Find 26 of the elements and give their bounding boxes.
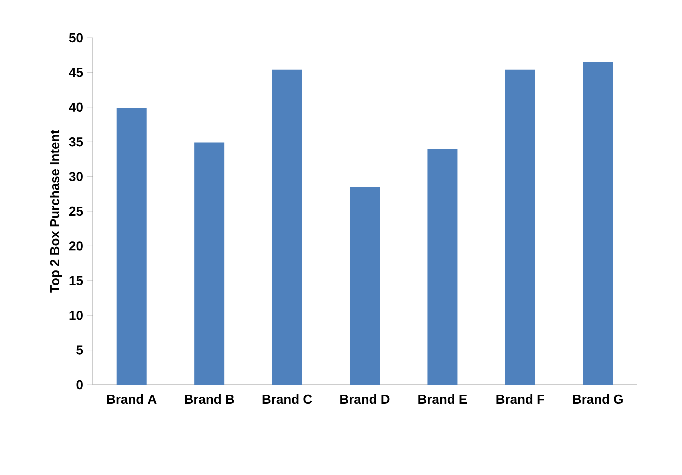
bar: [350, 187, 380, 385]
bar: [194, 142, 225, 385]
bar: [272, 70, 302, 385]
y-tick-label: 25: [69, 206, 84, 216]
x-tick-label: Brand A: [107, 394, 157, 404]
x-tick-label: Brand E: [418, 394, 468, 404]
y-tick-label: 5: [76, 346, 84, 355]
y-tick-label: 30: [69, 172, 83, 182]
x-tick-label: Brand G: [573, 394, 623, 404]
y-tick-label: 40: [69, 102, 83, 112]
y-tick-label: 50: [69, 33, 83, 43]
x-tick-label: Brand B: [185, 394, 234, 404]
x-tick-label: Brand F: [496, 394, 544, 404]
y-tick-label: 10: [70, 310, 83, 320]
y-tick-label: 35: [69, 137, 84, 147]
y-tick-label: 20: [69, 242, 83, 251]
y-tick-label: 45: [69, 68, 84, 78]
y-tick-label: 0: [76, 380, 83, 390]
bar: [583, 62, 614, 385]
bar: [116, 108, 147, 385]
bar: [428, 149, 458, 385]
x-tick-label: Brand D: [340, 394, 390, 404]
y-axis-title: Top 2 Box Purchase Intent: [50, 130, 62, 293]
x-tick-label: Brand C: [262, 394, 312, 404]
y-tick-label: 15: [70, 276, 84, 286]
bar: [505, 70, 536, 385]
